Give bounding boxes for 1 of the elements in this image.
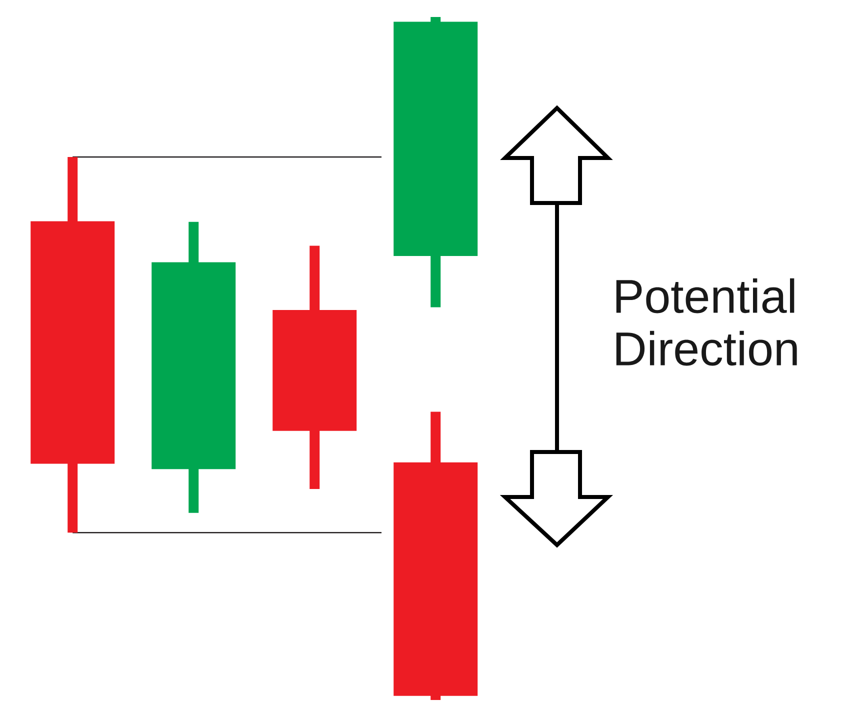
text: Potential Direction bbox=[616, 278, 797, 366]
